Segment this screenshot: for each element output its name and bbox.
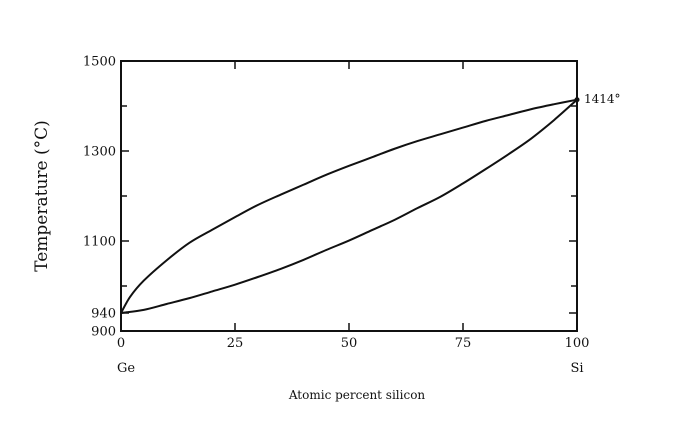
x-tick-label: 25 [227,336,244,351]
x-tick-label: 75 [455,336,472,351]
x-axis-title: Atomic percent silicon [288,388,426,402]
x-end-label-left: Ge [117,361,135,376]
x-tick-label: 50 [341,336,358,351]
x-end-label-right: Si [570,361,583,376]
y-tick-label: 1100 [83,235,116,250]
liquidus-curve [120,98,578,314]
melting-point-annotation: 1414° [584,92,621,106]
y-tick-label: 1300 [83,145,116,160]
y-tick-label: 900 [91,325,116,340]
phase-curves [120,97,580,314]
melting-point-marker [574,97,580,103]
axis-ticks [120,60,578,332]
axis-tick-labels: 900 940 1100 1300 1500 0 25 50 75 100 [83,55,590,352]
x-tick-label: 0 [117,336,125,351]
y-axis-title: Temperature (°C) [32,120,52,272]
x-tick-label: 100 [565,336,590,351]
solidus-curve [120,98,578,314]
y-tick-label: 1500 [83,55,116,70]
plot-frame [120,60,578,332]
y-tick-label: 940 [91,307,116,322]
plot-area [120,60,578,332]
